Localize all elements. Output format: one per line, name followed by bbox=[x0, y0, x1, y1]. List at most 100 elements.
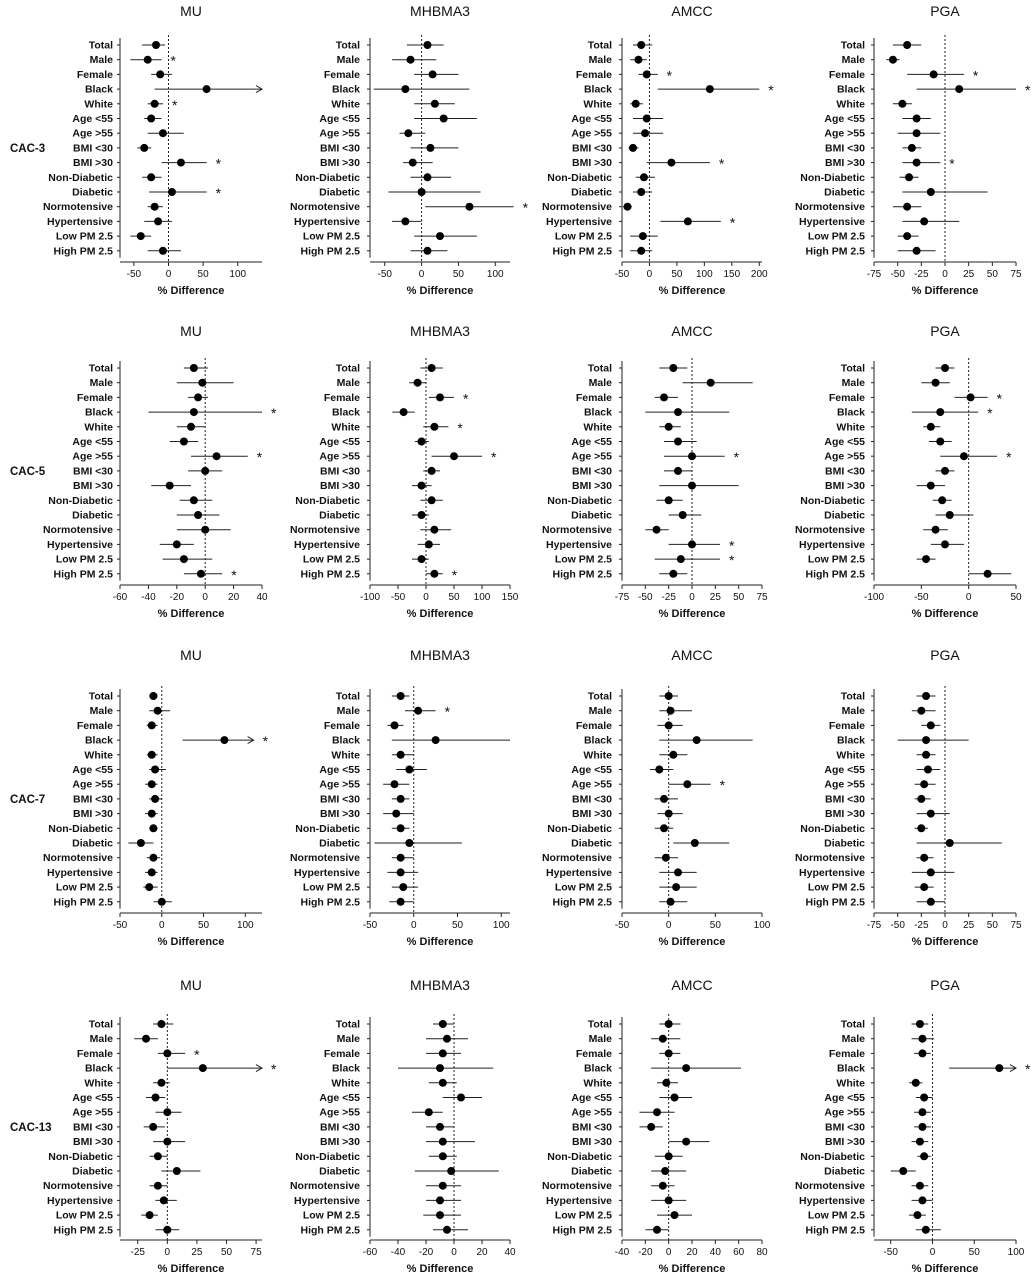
point-estimate bbox=[396, 692, 405, 700]
category-label: Age >55 bbox=[72, 128, 113, 140]
category-label: White bbox=[583, 749, 612, 761]
point-estimate bbox=[941, 364, 949, 372]
category-label: Age >55 bbox=[571, 779, 612, 791]
category-label: Age <55 bbox=[319, 113, 360, 125]
x-tick-label: 50 bbox=[969, 1247, 981, 1258]
panel-title: PGA bbox=[930, 3, 960, 19]
x-tick-label: 100 bbox=[696, 269, 713, 280]
category-label: Hypertensive bbox=[799, 216, 865, 228]
point-estimate bbox=[920, 1093, 929, 1102]
point-estimate bbox=[664, 721, 673, 730]
category-label: Total bbox=[841, 691, 865, 703]
category-label: Diabetic bbox=[571, 187, 612, 199]
category-label: Male bbox=[337, 377, 361, 389]
point-estimate bbox=[922, 692, 931, 700]
point-estimate bbox=[660, 824, 668, 833]
point-estimate bbox=[436, 393, 444, 402]
point-estimate bbox=[151, 765, 160, 774]
point-estimate bbox=[674, 466, 682, 475]
point-estimate bbox=[417, 437, 426, 446]
category-label: Total bbox=[841, 40, 865, 52]
point-estimate bbox=[631, 99, 640, 108]
category-label: Female bbox=[324, 69, 360, 81]
category-label: BMI >30 bbox=[320, 808, 360, 820]
category-label: White bbox=[331, 98, 360, 110]
x-tick-label: 25 bbox=[963, 269, 975, 280]
significance-star: * bbox=[491, 449, 497, 465]
point-estimate bbox=[427, 364, 436, 372]
point-estimate bbox=[153, 706, 162, 715]
category-label: Hypertensive bbox=[294, 1195, 360, 1207]
point-estimate bbox=[220, 736, 229, 745]
point-estimate bbox=[666, 897, 675, 906]
point-estimate bbox=[163, 1108, 172, 1117]
category-label: White bbox=[836, 749, 865, 761]
point-estimate bbox=[153, 1152, 162, 1161]
x-tick-label: -25 bbox=[914, 269, 929, 280]
point-estimate bbox=[401, 217, 410, 226]
category-label: White bbox=[836, 421, 865, 433]
x-tick-label: 0 bbox=[451, 1247, 457, 1258]
category-label: BMI >30 bbox=[73, 157, 113, 169]
category-label: Hypertensive bbox=[294, 216, 360, 228]
panel-mu: MU Total Male Female Black White Age <55 Age >5… bbox=[43, 3, 263, 297]
category-label: Non-Diabetic bbox=[48, 495, 113, 507]
category-label: Low PM 2.5 bbox=[555, 882, 612, 894]
point-estimate bbox=[628, 143, 637, 152]
category-label: Age <55 bbox=[72, 436, 113, 448]
point-estimate bbox=[396, 897, 405, 906]
row-label: CAC-13 bbox=[10, 1122, 52, 1134]
point-estimate bbox=[430, 422, 439, 431]
category-label: High PM 2.5 bbox=[53, 896, 113, 908]
category-label: Male bbox=[90, 1033, 114, 1045]
x-tick-label: 0 bbox=[647, 269, 653, 280]
row-label: CAC-7 bbox=[10, 794, 45, 806]
x-axis-label: % Difference bbox=[407, 1263, 474, 1275]
point-estimate bbox=[959, 452, 968, 461]
x-tick-label: -50 bbox=[391, 592, 406, 603]
category-label: Age <55 bbox=[72, 113, 113, 125]
x-tick-label: 0 bbox=[423, 592, 429, 603]
category-label: BMI >30 bbox=[572, 157, 612, 169]
point-estimate bbox=[664, 1152, 673, 1161]
x-tick-label: 100 bbox=[229, 269, 246, 280]
category-label: Age >55 bbox=[72, 779, 113, 791]
category-label: Non-Diabetic bbox=[295, 823, 360, 835]
panel-mu: MU Total Male Female Black White Age <55 Age >5… bbox=[43, 647, 269, 948]
significance-star: * bbox=[973, 67, 979, 83]
point-estimate bbox=[918, 1108, 927, 1117]
category-label: Female bbox=[829, 69, 865, 81]
category-label: Age <55 bbox=[571, 113, 612, 125]
point-estimate bbox=[172, 1167, 181, 1175]
category-label: Female bbox=[576, 720, 612, 732]
category-label: Black bbox=[584, 735, 612, 747]
point-estimate bbox=[926, 721, 935, 730]
x-tick-label: 100 bbox=[474, 592, 491, 603]
significance-star: * bbox=[457, 420, 463, 436]
category-label: Normotensive bbox=[43, 1180, 113, 1192]
category-label: Female bbox=[829, 392, 865, 404]
panel-amcc: AMCC Total Male Female Black White Age <55 Age … bbox=[542, 647, 771, 948]
x-axis-label: % Difference bbox=[659, 936, 726, 948]
category-label: Total bbox=[336, 40, 360, 52]
category-label: BMI <30 bbox=[572, 1121, 612, 1133]
category-label: High PM 2.5 bbox=[805, 896, 865, 908]
point-estimate bbox=[966, 393, 975, 402]
row-label: CAC-3 bbox=[10, 143, 45, 155]
category-label: White bbox=[84, 421, 113, 433]
point-estimate bbox=[447, 1167, 456, 1175]
panel-amcc: AMCC Total Male Female Black White Age <55 Age … bbox=[542, 323, 768, 620]
category-label: Male bbox=[90, 54, 114, 66]
point-estimate bbox=[159, 1196, 168, 1205]
x-tick-label: 20 bbox=[228, 592, 240, 603]
point-estimate bbox=[151, 1093, 160, 1102]
x-tick-label: 50 bbox=[733, 592, 745, 603]
category-label: Hypertensive bbox=[546, 867, 612, 879]
x-axis-label: % Difference bbox=[158, 285, 225, 297]
point-estimate bbox=[176, 158, 185, 167]
point-estimate bbox=[427, 466, 436, 475]
x-tick-label: -100 bbox=[864, 592, 884, 603]
category-label: Normotensive bbox=[290, 852, 360, 864]
